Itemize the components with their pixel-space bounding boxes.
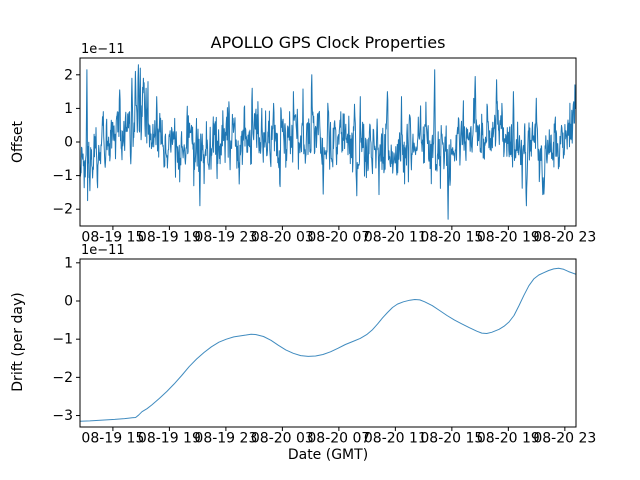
drift-y-axis-label: Drift (per day): [10, 292, 26, 392]
x-tick-label: 08-19 19: [138, 230, 201, 246]
x-tick-label: 08-19 19: [138, 431, 201, 447]
offset-exponent-label: 1e−11: [81, 42, 125, 57]
x-tick-label: 08-20 11: [364, 431, 427, 447]
x-tick-label: 08-20 19: [477, 431, 540, 447]
y-tick-label: 2: [64, 67, 73, 83]
y-tick-label: −3: [52, 408, 73, 424]
x-tick-label: 08-20 15: [420, 431, 483, 447]
x-tick-label: 08-19 15: [81, 230, 144, 246]
x-tick-label: 08-20 07: [307, 230, 370, 246]
x-tick-label: 08-19 23: [194, 230, 257, 246]
x-tick-label: 08-19 23: [194, 431, 257, 447]
offset-spines: [79, 57, 577, 227]
x-tick-label: 08-20 11: [364, 230, 427, 246]
x-tick-label: 08-19 15: [81, 431, 144, 447]
x-tick-label: 08-20 03: [251, 431, 314, 447]
y-tick-label: 0: [64, 135, 73, 151]
x-tick-label: 08-20 23: [533, 431, 596, 447]
x-tick-label: 08-20 07: [307, 431, 370, 447]
y-tick-label: −1: [52, 168, 73, 184]
x-tick-label: 08-20 03: [251, 230, 314, 246]
y-tick-label: 1: [64, 101, 73, 117]
x-tick-label: 08-20 15: [420, 230, 483, 246]
y-tick-label: −1: [52, 332, 73, 348]
x-tick-label: 08-20 19: [477, 230, 540, 246]
chart-title: APOLLO GPS Clock Properties: [210, 33, 446, 52]
y-tick-label: 0: [64, 294, 73, 310]
drift-series-line: [80, 267, 576, 422]
drift-exponent-label: 1e−11: [81, 243, 125, 258]
y-tick-label: −2: [52, 202, 73, 218]
x-tick-label: 08-20 23: [533, 230, 596, 246]
drift-spines: [79, 258, 577, 428]
offset-y-axis-label: Offset: [10, 120, 26, 164]
x-axis-label: Date (GMT): [287, 447, 369, 463]
y-tick-label: −2: [52, 370, 73, 386]
y-tick-label: 1: [64, 255, 73, 271]
offset-series-line: [80, 64, 576, 220]
